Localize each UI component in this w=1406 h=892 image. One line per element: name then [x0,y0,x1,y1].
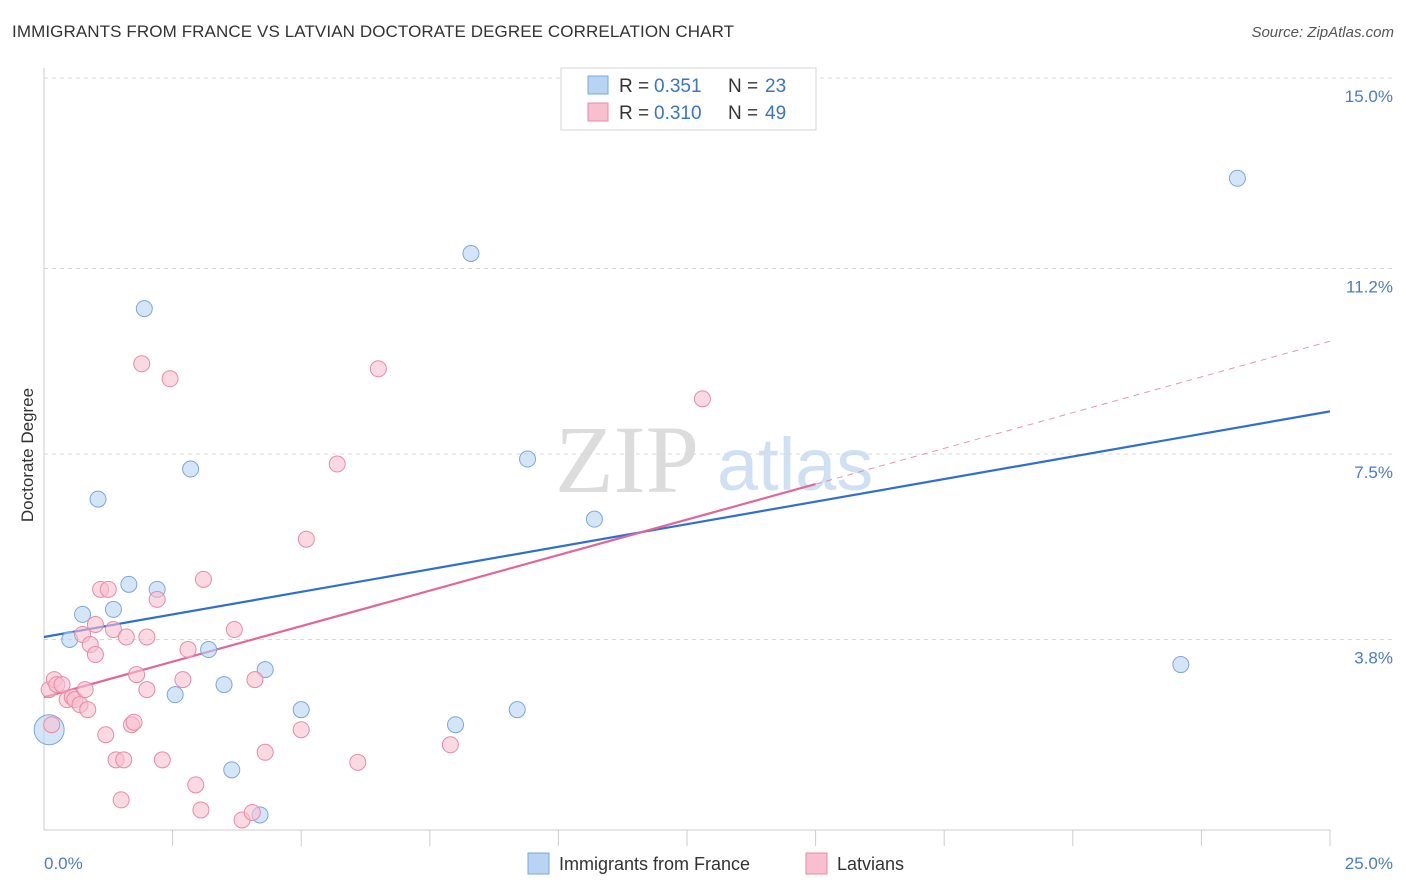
blue-data-point [166,686,184,704]
pink-data-point [79,701,97,719]
pink-data-point [86,646,104,664]
blue-data-point [292,701,310,719]
pink-data-point [112,791,130,809]
pink-data-point [194,570,212,588]
blue-data-point [120,575,138,593]
legend-swatch-pink [587,102,609,122]
pink-data-point [297,530,315,548]
pink-data-point [97,726,115,744]
x-tick-label-max: 25.0% [1345,854,1393,873]
legend-r-value-1: 0.351 [654,76,702,97]
blue-data-point [200,641,218,659]
x-axis-ticks [172,830,1331,846]
pink-data-point [369,360,387,378]
pink-data-point [117,628,135,646]
pink-data-point [138,628,156,646]
legend-r-label-1: R = [619,76,649,97]
legend-n-label-2: N = [728,103,758,124]
pink-data-point [693,390,711,408]
pink-data-point [441,736,459,754]
x-tick-label-min: 0.0% [44,854,83,873]
pink-data-point [153,751,171,769]
watermark-atlas: atlas [717,423,873,506]
blue-data-point [182,460,200,478]
pink-data-point [243,803,261,821]
pink-data-point [138,681,156,699]
trend-lines [43,340,1331,699]
y-tick-label: 7.5% [1354,463,1393,482]
pink-data-point [292,721,310,739]
bottom-legend-swatch-pink [805,852,828,875]
blue-data-point [89,490,107,508]
pink-trend-line [43,483,816,699]
pink-data-point [179,641,197,659]
legend: R = 0.351 N = 23 R = 0.310 N = 49 [560,67,817,131]
blue-data-point [585,510,603,528]
pink-data-point [115,751,133,769]
blue-data-point [223,761,241,779]
blue-data-point [74,605,92,623]
y-tick-label: 15.0% [1345,87,1393,106]
pink-data-point [246,671,264,689]
watermark-zip: ZIP [555,406,699,513]
blue-data-point [104,600,122,618]
pink-data-point [328,455,346,473]
pink-data-point [187,776,205,794]
chart-title: IMMIGRANTS FROM FRANCE VS LATVIAN DOCTOR… [12,22,735,41]
pink-data-point [192,801,210,819]
pink-data-point [99,580,117,598]
blue-data-point [1172,656,1190,674]
pink-data-point [161,370,179,388]
data-points [33,169,1246,829]
pink-data-point [76,681,94,699]
pink-data-point [148,590,166,608]
y-axis-tick-labels: 3.8% 7.5% 11.2% 15.0% [1345,87,1393,667]
pink-data-point [256,743,274,761]
pink-trend-line-extension [815,340,1331,485]
blue-data-point [215,676,233,694]
pink-data-point [86,615,104,633]
pink-data-point [53,676,71,694]
blue-data-point [447,716,465,734]
legend-r-label-2: R = [619,103,649,124]
pink-data-point [174,671,192,689]
bottom-legend-label-blue: Immigrants from France [559,854,750,874]
legend-n-value-1: 23 [765,76,786,97]
pink-data-point [104,620,122,638]
blue-data-point [462,244,480,262]
bottom-legend: Immigrants from France Latvians [527,852,904,875]
y-tick-label: 3.8% [1354,648,1393,667]
bottom-legend-swatch-blue [527,852,550,875]
chart-source: Source: ZipAtlas.com [1251,24,1394,41]
legend-r-value-2: 0.310 [654,103,702,124]
legend-n-value-2: 49 [765,103,786,124]
grid-lines [44,77,1393,640]
pink-data-point [225,620,243,638]
pink-data-point [43,716,61,734]
legend-n-label-1: N = [728,76,758,97]
legend-swatch-blue [587,75,609,95]
pink-data-point [133,355,151,373]
y-axis-label: Doctorate Degree [18,388,37,522]
blue-data-point [508,701,526,719]
bottom-legend-label-pink: Latvians [837,854,904,874]
y-tick-label: 11.2% [1346,278,1393,297]
pink-data-point [349,753,367,771]
watermark: ZIP atlas [555,406,873,513]
blue-data-point [256,661,274,679]
blue-trend-line [43,410,1331,639]
pink-data-point [125,713,143,731]
blue-data-point [135,300,153,318]
blue-data-point [519,450,537,468]
blue-data-point [1228,169,1246,187]
pink-data-point [128,666,146,684]
